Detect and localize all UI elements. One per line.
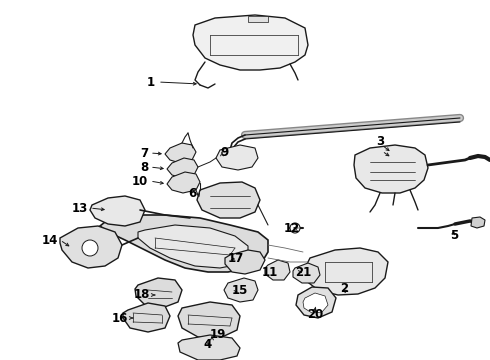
- Polygon shape: [123, 303, 170, 332]
- Polygon shape: [354, 145, 428, 193]
- Text: 6: 6: [188, 186, 196, 199]
- Text: 2: 2: [340, 282, 348, 294]
- Polygon shape: [100, 215, 268, 272]
- Polygon shape: [60, 226, 122, 268]
- Polygon shape: [225, 250, 265, 274]
- Text: 19: 19: [210, 328, 226, 342]
- Polygon shape: [178, 335, 240, 360]
- Text: 11: 11: [262, 266, 278, 279]
- Polygon shape: [305, 248, 388, 295]
- Polygon shape: [135, 278, 182, 308]
- Text: 12: 12: [284, 221, 300, 234]
- Text: 21: 21: [295, 266, 311, 279]
- Polygon shape: [178, 302, 240, 338]
- Polygon shape: [224, 278, 258, 302]
- Polygon shape: [197, 182, 260, 218]
- Text: 8: 8: [140, 161, 148, 174]
- Polygon shape: [167, 172, 200, 193]
- Text: 4: 4: [204, 338, 212, 351]
- Polygon shape: [296, 287, 336, 318]
- Text: 9: 9: [220, 145, 228, 158]
- Circle shape: [82, 240, 98, 256]
- Polygon shape: [138, 225, 248, 268]
- Text: 18: 18: [134, 288, 150, 302]
- Circle shape: [290, 223, 300, 233]
- Text: 5: 5: [450, 229, 458, 242]
- Polygon shape: [193, 15, 308, 70]
- Text: 1: 1: [147, 76, 155, 89]
- Text: 17: 17: [228, 252, 244, 265]
- Polygon shape: [90, 196, 145, 226]
- Polygon shape: [216, 145, 258, 170]
- Text: 7: 7: [140, 147, 148, 159]
- Text: 15: 15: [232, 284, 248, 297]
- Text: 3: 3: [376, 135, 384, 148]
- Polygon shape: [471, 217, 485, 228]
- Text: 20: 20: [307, 308, 323, 321]
- Polygon shape: [293, 263, 320, 283]
- Polygon shape: [165, 143, 196, 163]
- Polygon shape: [248, 16, 268, 22]
- Text: 13: 13: [72, 202, 88, 215]
- Polygon shape: [265, 260, 290, 280]
- Text: 16: 16: [112, 311, 128, 324]
- Text: 10: 10: [132, 175, 148, 188]
- Polygon shape: [303, 293, 328, 313]
- Polygon shape: [167, 158, 198, 178]
- Text: 14: 14: [42, 234, 58, 247]
